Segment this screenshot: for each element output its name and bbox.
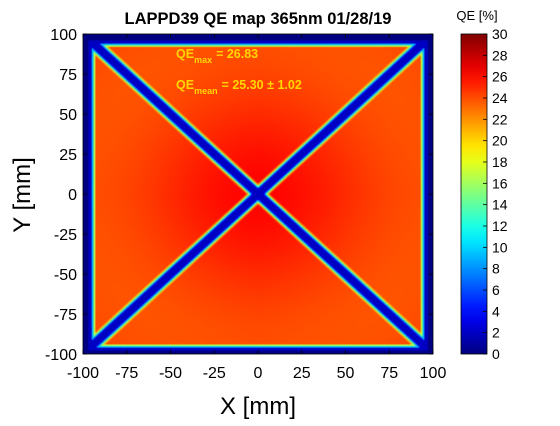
x-axis-label: X [mm] [220,393,296,420]
x-tick-label: -75 [115,365,138,382]
y-tick-label: 0 [68,187,77,204]
qe-max-label: QE [176,47,194,61]
qe-annotations: QEmax = 26.83 QEmean = 25.30 ± 1.02 [176,47,302,96]
x-tick-label: -50 [159,365,182,382]
x-tick-label: 50 [337,365,355,382]
colorbar-tick-label: 20 [492,133,508,149]
colorbar-tick-label: 30 [492,26,508,42]
qe-max-sub: max [194,55,212,65]
y-axis-ticks: -100 -75 -50 -25 0 25 50 75 100 [45,27,433,364]
colorbar-tick-label: 12 [492,218,508,234]
qe-max-value: = 26.83 [216,47,258,61]
colorbar-tick-label: 28 [492,47,508,63]
colorbar-tick-label: 26 [492,69,508,85]
colorbar-tick-label: 22 [492,111,508,127]
x-tick-label: -100 [67,365,99,382]
x-tick-label: 100 [420,365,447,382]
colorbar-tick-label: 16 [492,175,508,191]
y-tick-label: 25 [59,147,77,164]
qe-mean-annotation: QEmean = 25.30 ± 1.02 [176,78,302,96]
y-tick-label: -100 [45,347,77,364]
colorbar-label: QE [%] [456,8,497,23]
colorbar-tick-label: 14 [492,197,508,213]
qe-mean-sub: mean [194,86,218,96]
colorbar-tick-label: 18 [492,154,508,170]
colorbar-tick-label: 4 [492,303,500,319]
y-tick-label: 50 [59,107,77,124]
y-tick-label: -25 [54,227,77,244]
colorbar-tick-label: 24 [492,90,508,106]
x-tick-label: 75 [380,365,398,382]
y-tick-label: -75 [54,307,77,324]
x-axis-ticks: -100 -75 -50 -25 0 25 50 75 100 [67,34,446,382]
chart-title: LAPPD39 QE map 365nm 01/28/19 [125,10,392,28]
qe-max-annotation: QEmax = 26.83 [176,47,258,65]
x-tick-label: 25 [293,365,311,382]
x-tick-label: 0 [254,365,263,382]
colorbar-tick-label: 10 [492,239,508,255]
colorbar-tick-label: 2 [492,325,500,341]
colorbar-tick-label: 0 [492,346,500,362]
qe-mean-label: QE [176,78,194,92]
heatmap-area [82,33,434,355]
heatmap-image [83,34,433,354]
y-axis-label: Y [mm] [9,157,36,233]
x-tick-label: -25 [203,365,226,382]
colorbar-tick-label: 8 [492,261,500,277]
y-tick-label: -50 [54,267,77,284]
colorbar-gradient [460,33,488,355]
y-tick-label: 100 [50,27,77,44]
colorbar-tick-label: 6 [492,282,500,298]
qe-mean-value: = 25.30 ± 1.02 [222,78,302,92]
y-tick-label: 75 [59,67,77,84]
